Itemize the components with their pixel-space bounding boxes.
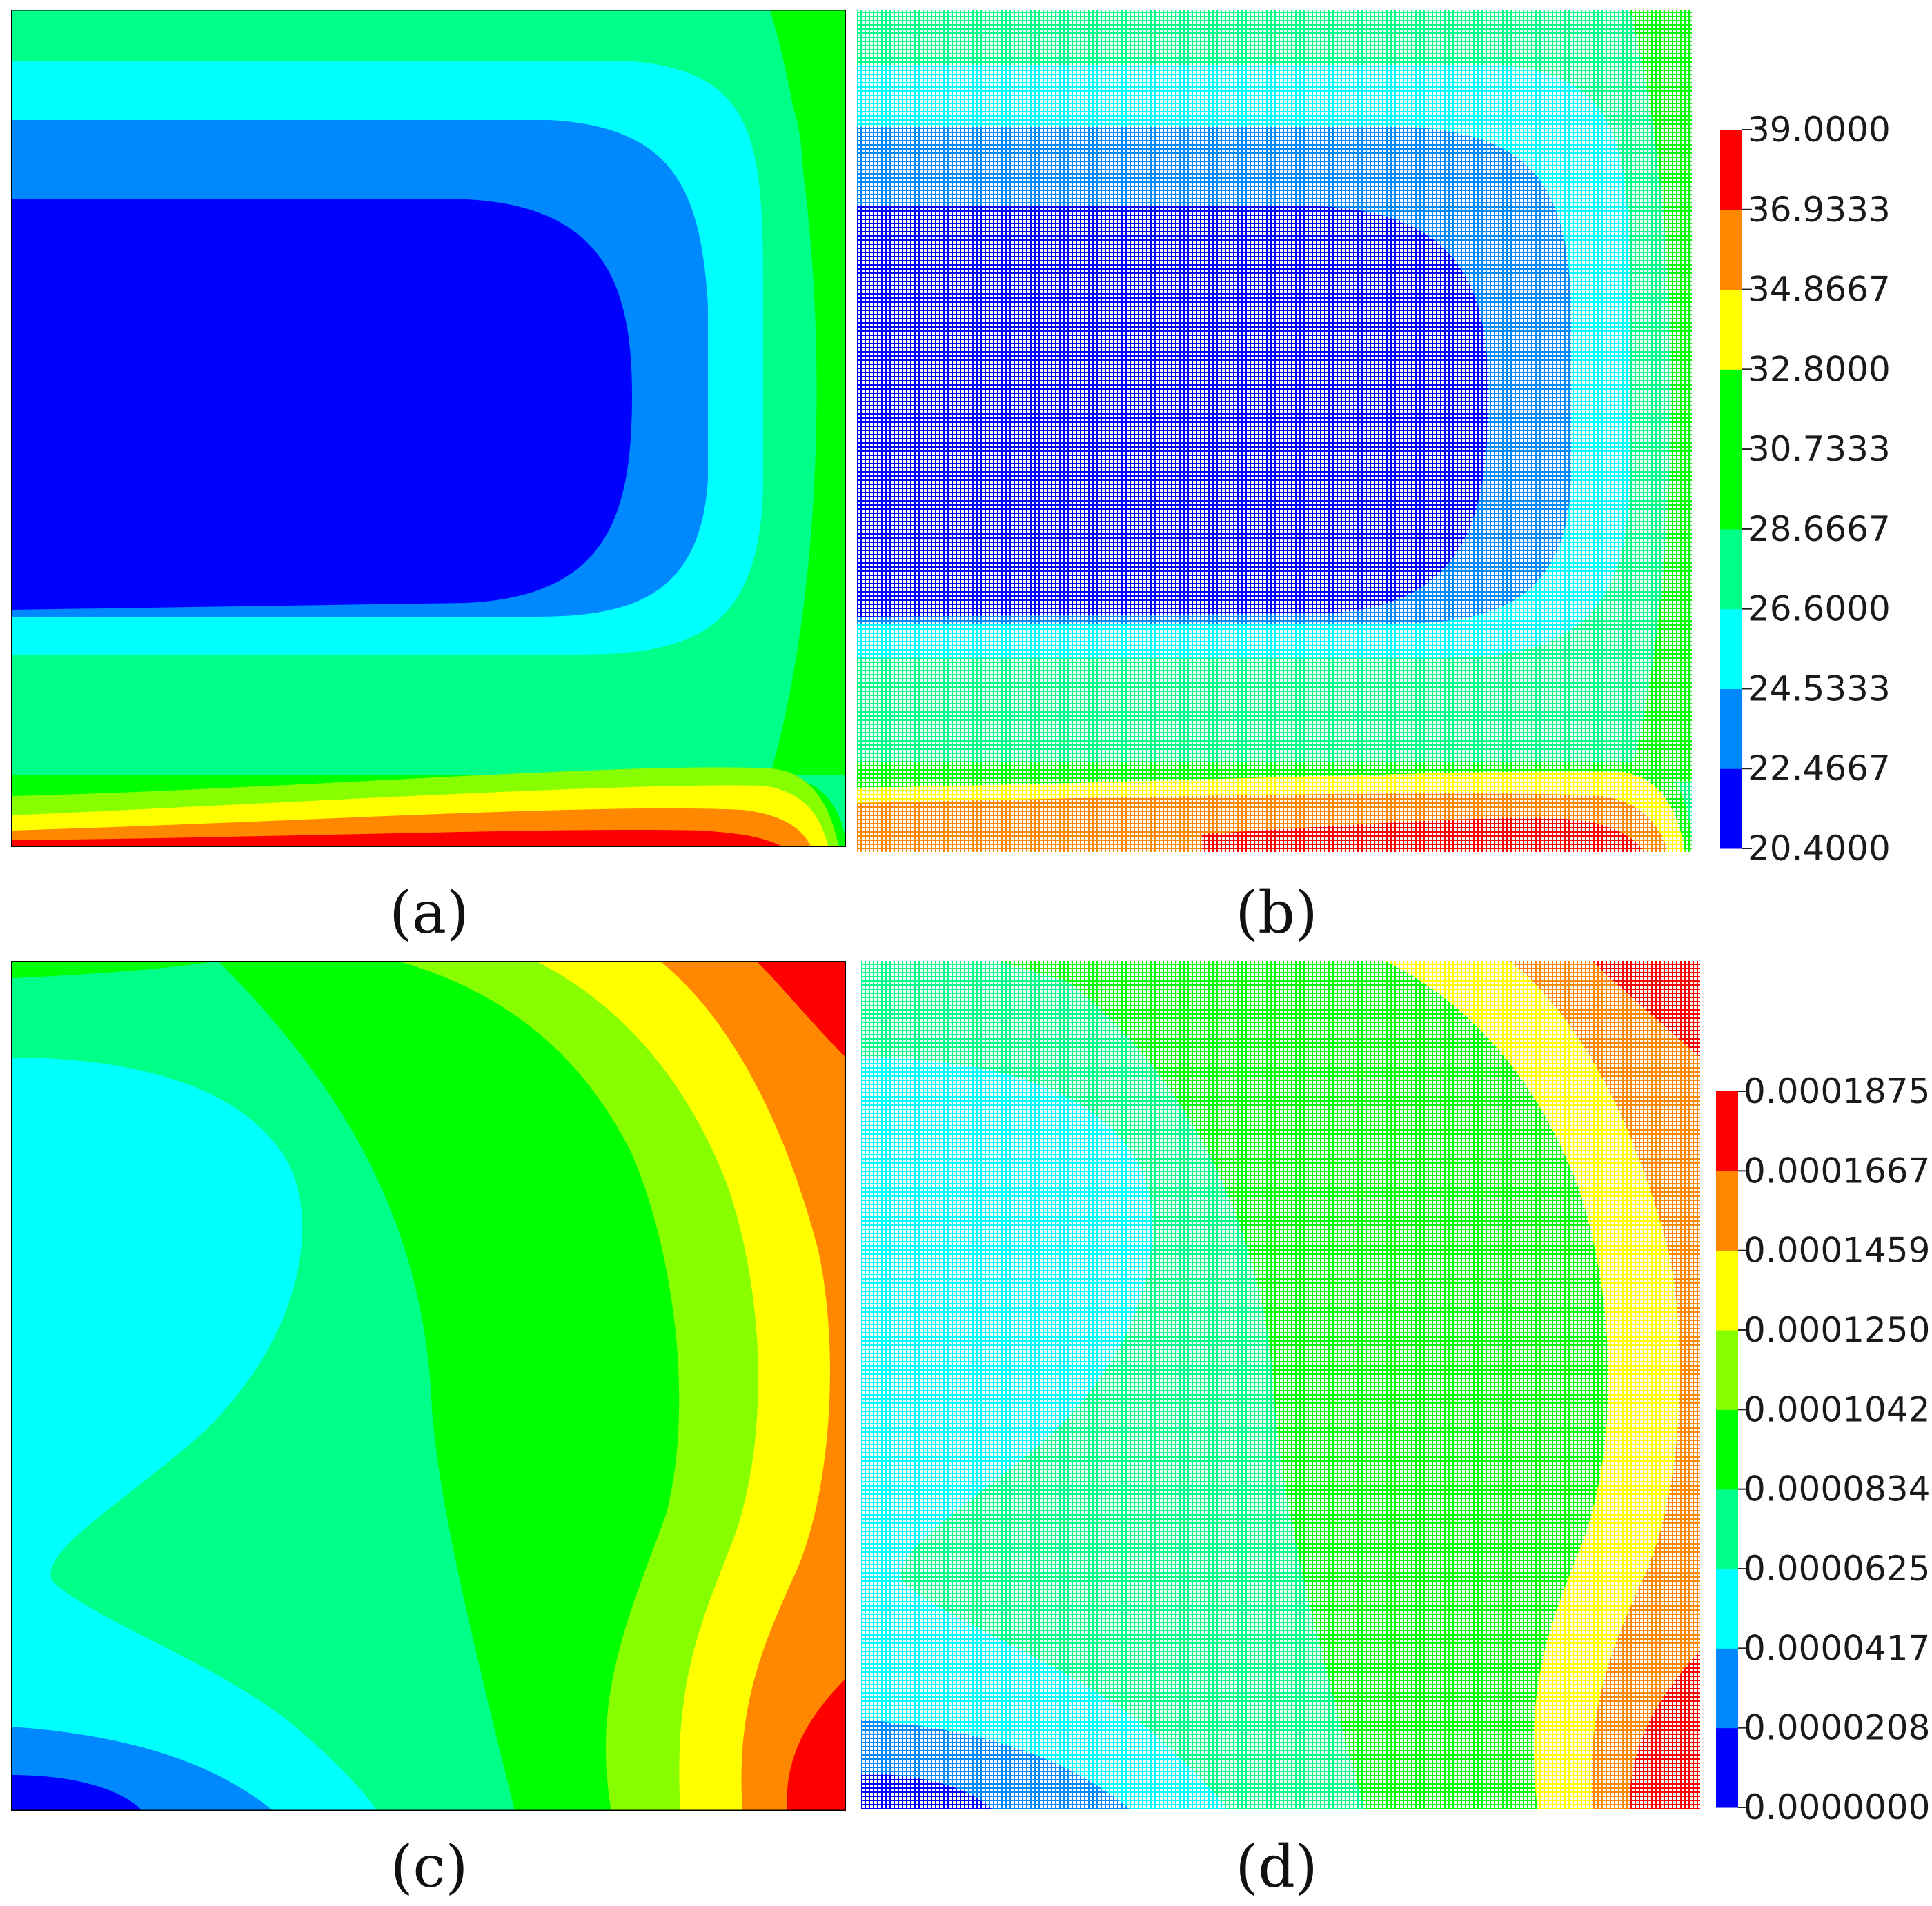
temp-colorbar-band-7 xyxy=(1720,209,1742,290)
temp-colorbar-tick-label-3: 32.8000 xyxy=(1748,349,1891,389)
temp-colorbar-band-3 xyxy=(1720,528,1742,610)
vel-colorbar-band-1 xyxy=(1716,1648,1738,1729)
vel-colorbar-tick-label-3: 0.0001250 xyxy=(1744,1310,1930,1350)
panel-b-label: (b) xyxy=(1235,879,1317,946)
vel-band-max-top xyxy=(756,961,846,1058)
vel-colorbar-band-7 xyxy=(1716,1171,1738,1251)
panel-d-label: (d) xyxy=(1235,1833,1317,1900)
panel-c-label: (c) xyxy=(391,1833,469,1900)
panel-d-plot xyxy=(861,961,1700,1809)
vel-colorbar-tick-label-1: 0.0001667 xyxy=(1744,1151,1930,1191)
temp-colorbar-tick-label-1: 36.9333 xyxy=(1748,190,1891,230)
temp-colorbar-tick-label-6: 26.6000 xyxy=(1748,589,1891,629)
velocity-color-bar: 0.0001875 0.0001667 0.0001459 0.0001250 0.00… xyxy=(1716,1071,1930,1827)
temp-colorbar-band-0 xyxy=(1720,768,1742,849)
temp-band-28-30-right xyxy=(770,10,846,775)
vel-colorbar-tick-label-6: 0.0000625 xyxy=(1744,1549,1930,1589)
vel-colorbar-tick-label-4: 0.0001042 xyxy=(1744,1389,1930,1429)
panel-c-plot xyxy=(11,961,846,1811)
vel-colorbar-tick-label-8: 0.0000208 xyxy=(1744,1708,1930,1748)
vel-colorbar-tick-label-9: 0.0000000 xyxy=(1744,1787,1930,1827)
temp-band-36-39 xyxy=(11,829,784,847)
vel-colorbar-tick-label-2: 0.0001459 xyxy=(1744,1231,1930,1271)
vel-colorbar-band-4 xyxy=(1716,1409,1738,1490)
vel-colorbar-band-6 xyxy=(1716,1250,1738,1331)
panel-a-label: (a) xyxy=(389,879,469,946)
temp-colorbar-tick-label-7: 24.5333 xyxy=(1748,668,1891,708)
panel-b-plot xyxy=(857,10,1692,852)
temp-colorbar-tick-label-9: 20.4000 xyxy=(1748,828,1891,868)
vel-colorbar-band-8 xyxy=(1716,1091,1738,1171)
temp-colorbar-tick-label-4: 30.7333 xyxy=(1748,429,1891,469)
temperature-color-bar: 39.0000 36.9333 34.8667 32.8000 30.7333 28.66… xyxy=(1720,110,1891,868)
vel-band-0000625 xyxy=(11,1058,377,1811)
temp-colorbar-tick-label-0: 39.0000 xyxy=(1748,110,1891,150)
temp-band-20-22 xyxy=(11,199,632,610)
temp-colorbar-band-2 xyxy=(1720,608,1742,689)
vel-band-max-bottom xyxy=(787,1678,846,1811)
temp-colorbar-tick-label-5: 28.6667 xyxy=(1748,509,1891,549)
vel-band-0000208 xyxy=(11,1775,142,1811)
temp-colorbar-band-5 xyxy=(1720,369,1742,450)
vel-colorbar-band-2 xyxy=(1716,1569,1738,1649)
vel-colorbar-band-3 xyxy=(1716,1489,1738,1569)
vel-colorbar-tick-label-7: 0.0000417 xyxy=(1744,1628,1930,1668)
vel-colorbar-tick-label-0: 0.0001875 xyxy=(1744,1071,1930,1111)
temp-colorbar-band-6 xyxy=(1720,289,1742,370)
temp-colorbar-tick-label-8: 22.4667 xyxy=(1748,748,1891,788)
vel-colorbar-band-5 xyxy=(1716,1330,1738,1410)
panel-a-plot xyxy=(11,10,846,847)
temp-colorbar-band-8 xyxy=(1720,130,1742,210)
vel-colorbar-tick-label-5: 0.0000834 xyxy=(1744,1469,1930,1509)
temp-colorbar-tick-label-2: 34.8667 xyxy=(1748,270,1891,310)
temp-colorbar-band-4 xyxy=(1720,449,1742,530)
temp-colorbar-band-1 xyxy=(1720,688,1742,769)
vel-band-0001459 xyxy=(660,961,846,1811)
vel-band-0001250 xyxy=(535,961,846,1811)
vel-colorbar-band-0 xyxy=(1716,1727,1738,1808)
